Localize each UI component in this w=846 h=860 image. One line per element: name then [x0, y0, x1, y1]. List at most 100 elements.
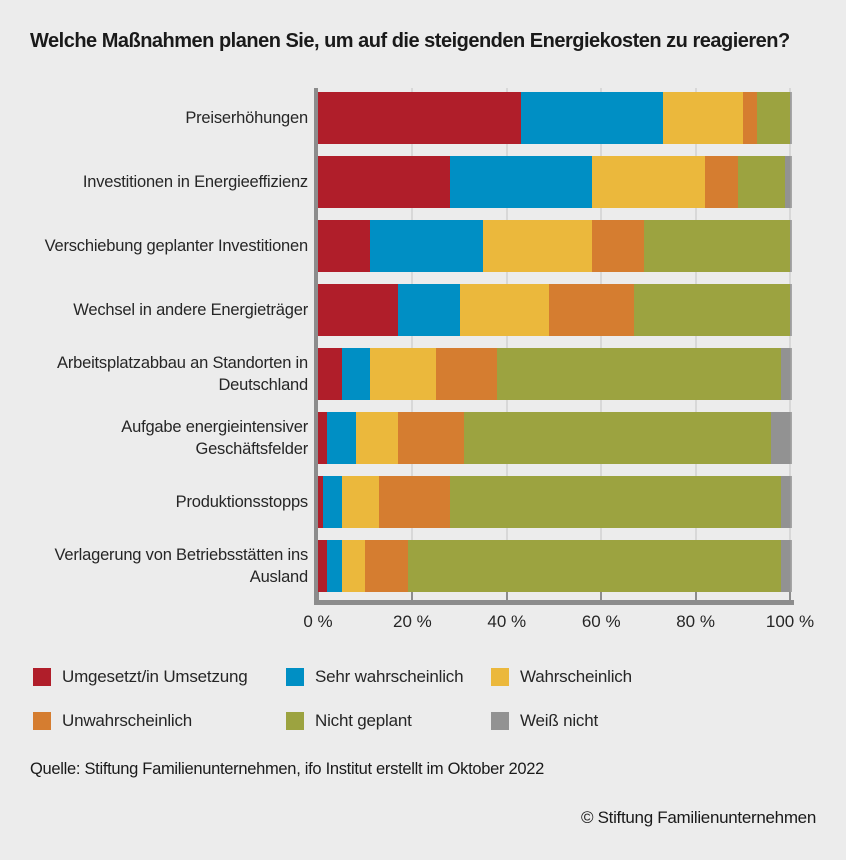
bar-segment	[634, 284, 790, 336]
legend-label: Wahrscheinlich	[520, 667, 632, 686]
bar-row	[318, 220, 790, 272]
bar-segment	[318, 284, 399, 336]
legend-swatch	[491, 712, 509, 730]
axis-tick	[317, 592, 319, 600]
bar-segment	[591, 220, 644, 272]
bar-segment	[549, 284, 635, 336]
bar-segment	[318, 476, 323, 528]
bar-segment	[464, 412, 772, 464]
bar-segment	[497, 348, 781, 400]
bar-segment	[318, 156, 451, 208]
bar-row	[318, 156, 790, 208]
gridline	[600, 88, 603, 600]
bar-segment	[520, 92, 663, 144]
x-axis-line	[314, 600, 794, 605]
bar-segment	[379, 476, 451, 528]
bar-segment	[780, 540, 790, 592]
bar-segment	[771, 412, 790, 464]
bar-segment	[785, 156, 790, 208]
bar-segment	[369, 348, 436, 400]
bar-segment	[327, 540, 342, 592]
bar-segment	[459, 284, 550, 336]
bar-segment	[318, 220, 370, 272]
bar-row	[318, 476, 790, 528]
tick-label: 0 %	[303, 612, 333, 631]
bar-row	[318, 284, 790, 336]
category-label: Wechsel in andere Energieträger	[73, 301, 308, 319]
category-label: Preiserhöhungen	[185, 109, 308, 127]
legend-item: Umgesetzt/in Umsetzung	[33, 667, 248, 687]
bar-segment	[780, 348, 790, 400]
bar-segment	[318, 540, 328, 592]
bar-segment	[450, 156, 592, 208]
axis-tick	[789, 592, 791, 600]
bar-segment	[398, 412, 465, 464]
source-note: Quelle: Stiftung Familienunternehmen, if…	[30, 760, 545, 778]
legend-item: Unwahrscheinlich	[33, 711, 192, 731]
bar-segment	[318, 412, 328, 464]
bar-segment	[341, 476, 380, 528]
category-label: Aufgabe energieintensiver Geschäftsfelde…	[121, 418, 308, 458]
y-axis-line	[314, 88, 318, 605]
legend-swatch	[33, 668, 51, 686]
gridline	[411, 88, 414, 600]
gridline	[694, 88, 697, 600]
bar-row	[318, 92, 790, 144]
tick-label: 100 %	[765, 612, 815, 631]
legend-swatch	[491, 668, 509, 686]
axis-tick	[411, 592, 414, 600]
bar-segment	[591, 156, 706, 208]
legend-item: Weiß nicht	[491, 711, 598, 731]
legend-swatch	[286, 668, 304, 686]
legend-swatch	[33, 712, 51, 730]
bar-segment	[341, 540, 366, 592]
category-label: Verlagerung von Betriebsstätten ins Ausl…	[54, 546, 309, 586]
tick-label: 80 %	[676, 612, 715, 631]
legend-swatch	[286, 712, 304, 730]
bar-segment	[780, 476, 790, 528]
legend-item: Sehr wahrscheinlich	[286, 667, 464, 687]
plot-area	[314, 88, 794, 605]
bar-segment	[327, 412, 356, 464]
bar-segment	[398, 284, 460, 336]
bar-segment	[742, 92, 757, 144]
category-label: Produktionsstopps	[175, 493, 309, 511]
bar-row	[318, 412, 790, 464]
bar-segment	[322, 476, 342, 528]
chart-title: Welche Maßnahmen planen Sie, um auf die …	[30, 30, 790, 52]
bar-segment	[365, 540, 408, 592]
bar-segment	[756, 92, 790, 144]
tick-label: 60 %	[581, 612, 621, 631]
bar-segment	[407, 540, 781, 592]
legend-item: Wahrscheinlich	[491, 667, 632, 687]
legend-label: Umgesetzt/in Umsetzung	[62, 667, 248, 686]
bar-row	[318, 348, 790, 400]
axis-tick	[694, 592, 697, 600]
bar-segment	[450, 476, 781, 528]
axis-tick	[505, 592, 508, 600]
legend-label: Nicht geplant	[315, 711, 412, 730]
legend-label: Sehr wahrscheinlich	[315, 667, 464, 686]
gridline	[505, 88, 508, 600]
legend-label: Weiß nicht	[520, 711, 598, 730]
category-label: Investitionen in Energieeffizienz	[82, 173, 308, 191]
bar-row	[318, 540, 790, 592]
legend-label: Unwahrscheinlich	[62, 711, 193, 730]
axis-tick	[600, 592, 603, 600]
bar-segment	[483, 220, 592, 272]
bar-segment	[341, 348, 370, 400]
bar-segment	[705, 156, 739, 208]
gridline	[789, 88, 791, 600]
bar-segment	[435, 348, 498, 400]
bar-segment	[738, 156, 786, 208]
legend-item: Nicht geplant	[286, 711, 412, 731]
category-label: Arbeitsplatzabbau an Standorten in Deuts…	[57, 354, 308, 394]
bar-segment	[318, 92, 521, 144]
category-label: Verschiebung geplanter Investitionen	[44, 237, 309, 255]
bar-segment	[369, 220, 484, 272]
tick-label: 40 %	[487, 612, 527, 631]
bar-segment	[643, 220, 790, 272]
tick-label: 20 %	[393, 612, 432, 631]
bar-segment	[355, 412, 399, 464]
